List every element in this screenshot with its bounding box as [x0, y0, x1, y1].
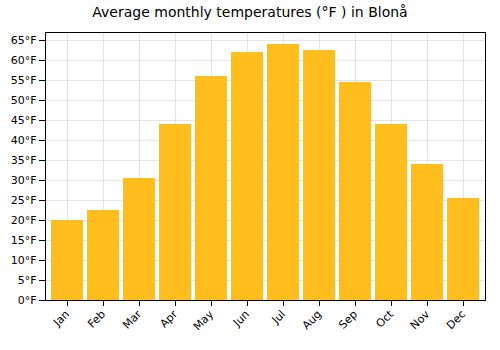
svg-text:May: May: [191, 307, 217, 333]
svg-text:5°F: 5°F: [18, 274, 37, 287]
svg-text:Aug: Aug: [300, 308, 324, 332]
svg-text:50°F: 50°F: [11, 94, 37, 107]
svg-text:Dec: Dec: [444, 308, 468, 332]
html-text:Average monthly temperatures (: Average monthly temperatures (°F ) in Bl…: [92, 4, 408, 20]
svg-text:Sep: Sep: [336, 308, 360, 332]
svg-text:15°F: 15°F: [11, 234, 37, 247]
svg-text:Jul: Jul: [269, 308, 288, 327]
svg-text:35°F: 35°F: [11, 154, 37, 167]
svg-text:Nov: Nov: [408, 307, 433, 332]
svg-text:Feb: Feb: [85, 308, 108, 331]
svg-text:Apr: Apr: [157, 307, 180, 330]
svg-text:25°F: 25°F: [11, 194, 37, 207]
svg-text:40°F: 40°F: [11, 134, 37, 147]
svg-text:55°F: 55°F: [11, 74, 37, 87]
svg-text:30°F: 30°F: [11, 174, 37, 187]
svg-text:65°F: 65°F: [11, 34, 37, 47]
svg-text:Jun: Jun: [230, 308, 252, 330]
svg-text:0°F: 0°F: [18, 294, 37, 307]
svg-text:60°F: 60°F: [11, 54, 37, 67]
svg-text:10°F: 10°F: [11, 254, 37, 267]
svg-text:Jan: Jan: [50, 308, 72, 330]
svg-text:Oct: Oct: [373, 307, 396, 330]
svg-text:Mar: Mar: [120, 307, 144, 331]
svg-text:45°F: 45°F: [11, 114, 37, 127]
svg-text:20°F: 20°F: [11, 214, 37, 227]
